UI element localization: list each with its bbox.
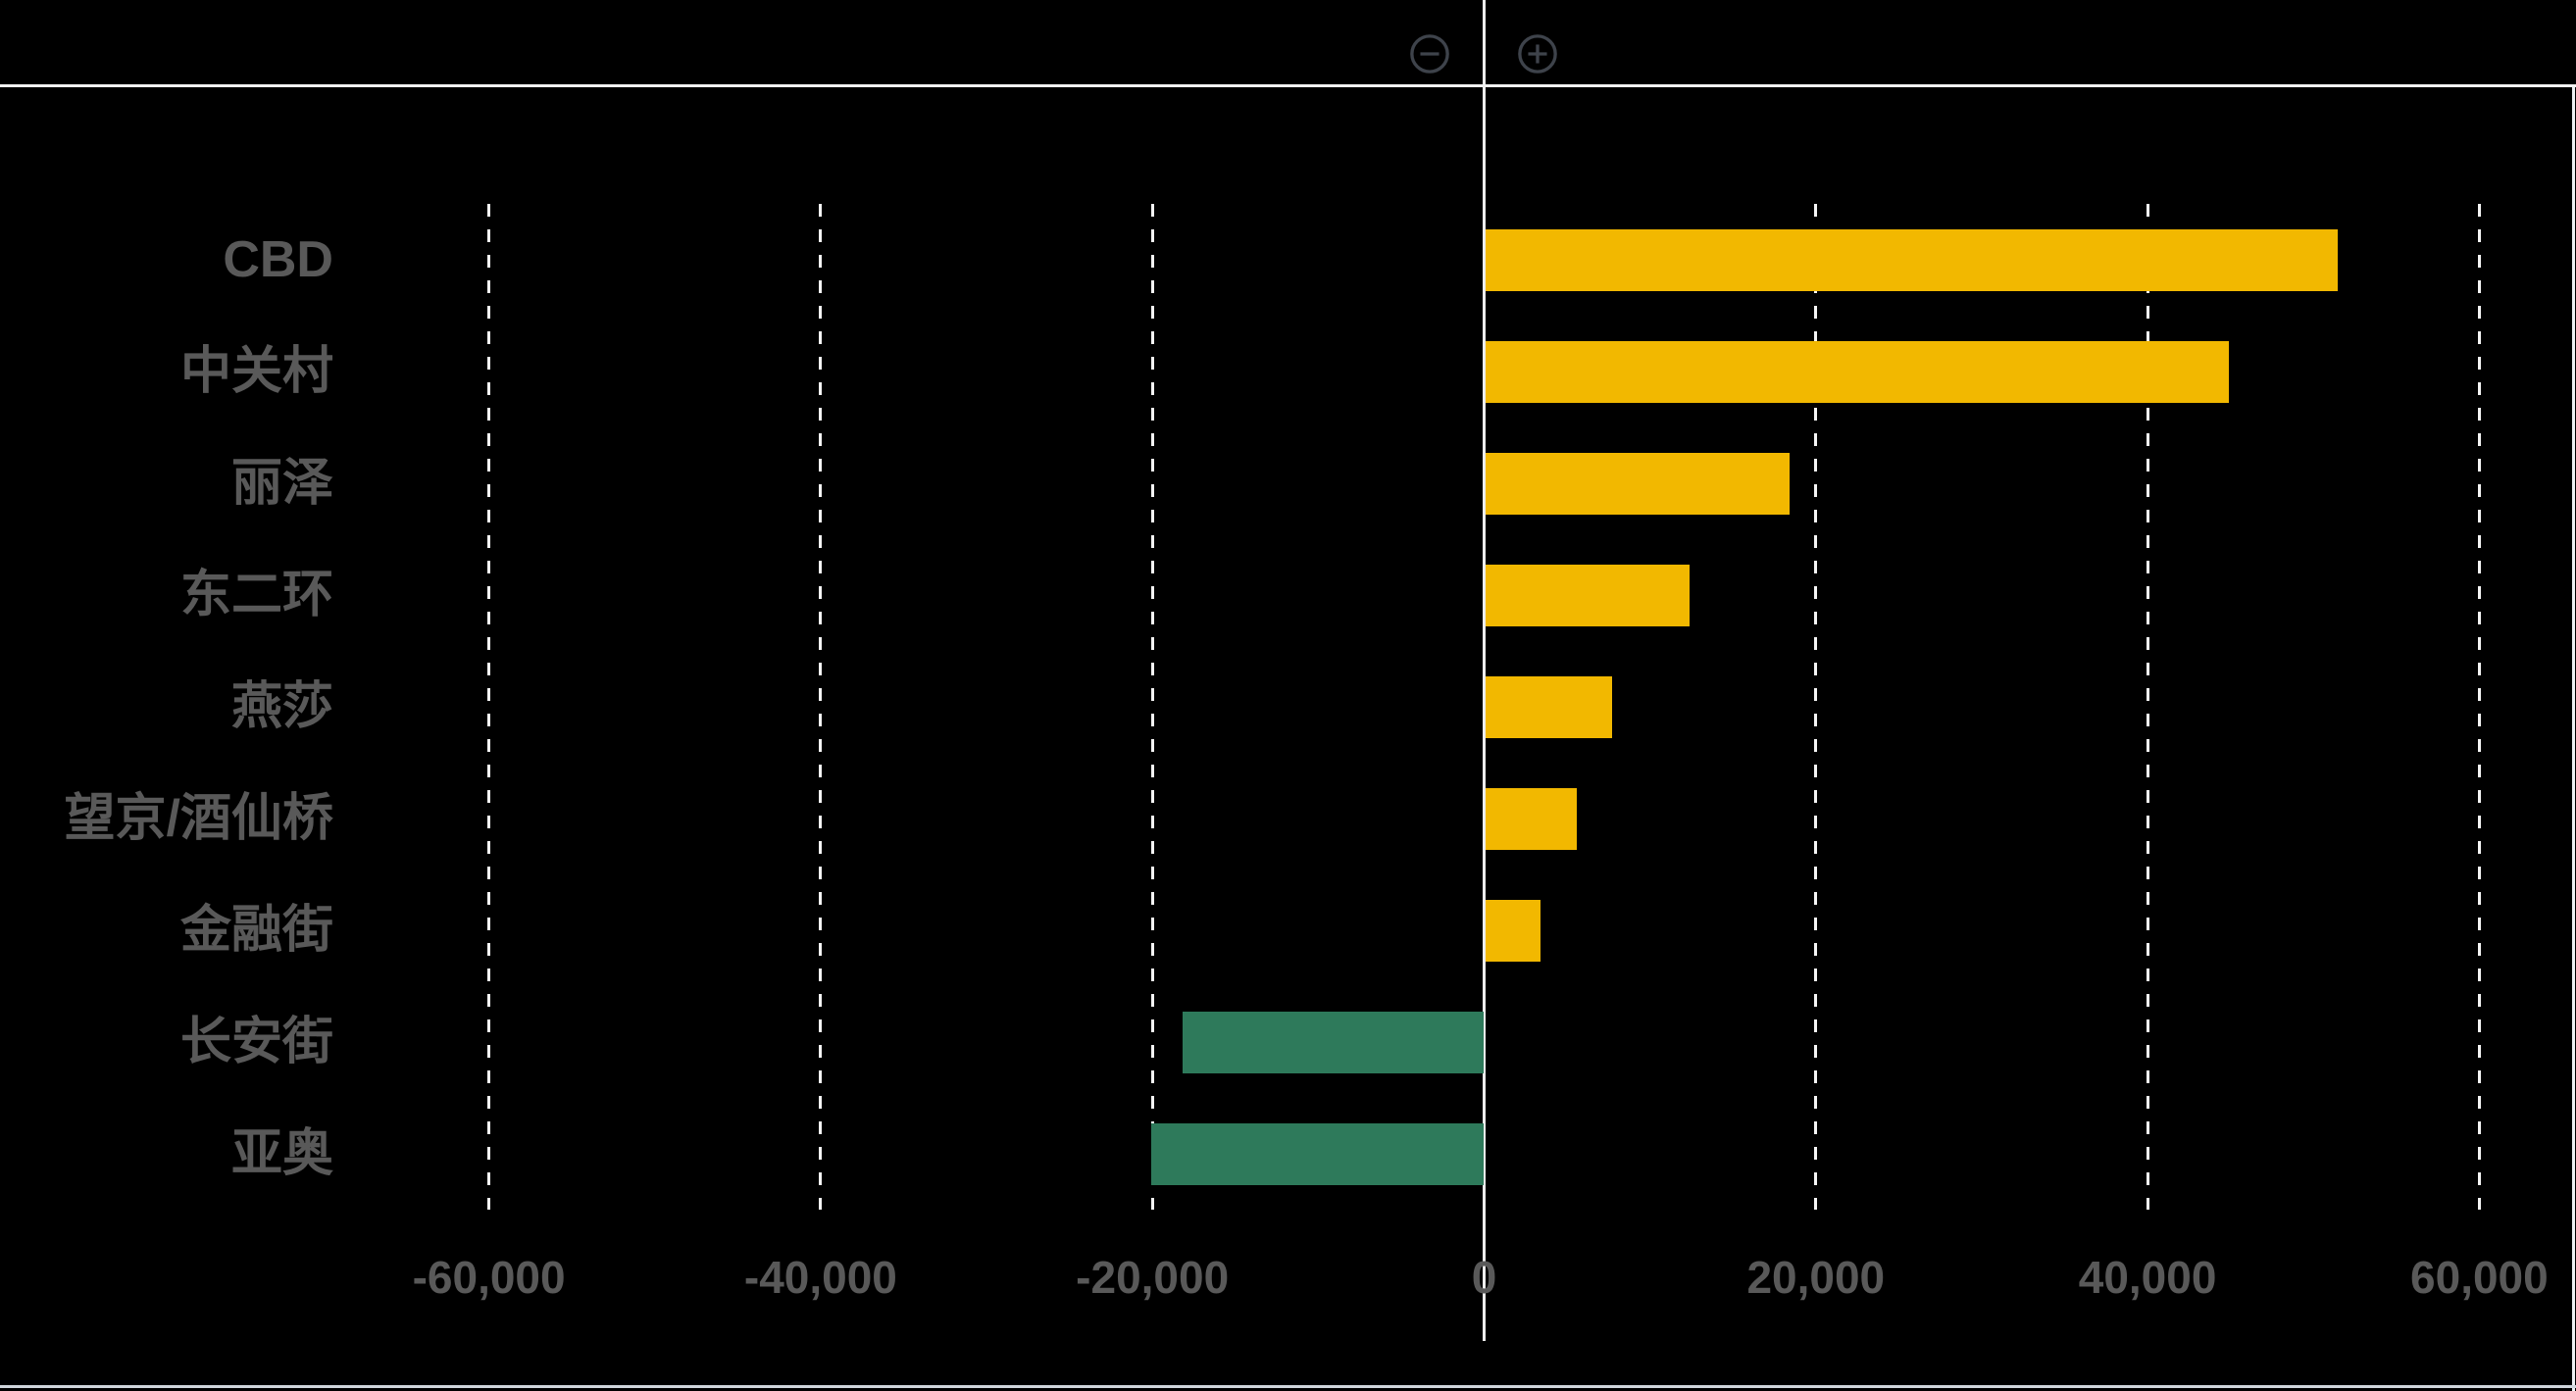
bar-丽泽[interactable]: [1486, 453, 1790, 515]
bar-中关村[interactable]: [1486, 341, 2229, 403]
x-tick-label: 0: [1471, 1252, 1497, 1303]
bar-望京/酒仙桥[interactable]: [1486, 788, 1578, 850]
category-label: 长安街: [179, 1014, 333, 1070]
toolbar: [0, 0, 2576, 86]
bar-金融街[interactable]: [1486, 900, 1541, 962]
gridline: [1814, 204, 1818, 1210]
zoom-in-button[interactable]: [1517, 33, 1558, 75]
gridline: [2477, 204, 2481, 1210]
category-label: CBD: [223, 231, 333, 288]
x-tick-label: 40,000: [2078, 1252, 2217, 1303]
category-label: 亚奥: [230, 1125, 333, 1182]
gridline: [819, 204, 823, 1210]
panel-border-right: [2572, 86, 2575, 1391]
bar-CBD[interactable]: [1486, 229, 2339, 291]
gridline: [1150, 204, 1154, 1210]
category-label: 金融街: [179, 902, 333, 959]
category-label: 燕莎: [230, 678, 333, 735]
gridline: [2146, 204, 2149, 1210]
x-tick-label: -40,000: [743, 1252, 897, 1303]
gridline: [487, 204, 491, 1210]
header-divider: [0, 84, 2576, 87]
bar-亚奥[interactable]: [1150, 1123, 1485, 1185]
x-tick-label: -60,000: [412, 1252, 566, 1303]
category-label: 中关村: [179, 343, 333, 400]
bar-长安街[interactable]: [1182, 1012, 1485, 1073]
x-tick-label: 60,000: [2410, 1252, 2549, 1303]
zoom-out-button[interactable]: [1409, 33, 1450, 75]
category-label: 望京/酒仙桥: [64, 790, 333, 847]
bar-东二环[interactable]: [1486, 565, 1691, 626]
circle-minus-icon: [1410, 34, 1449, 74]
panel-border-bottom: [0, 1385, 2576, 1388]
bar-燕莎[interactable]: [1486, 676, 1612, 738]
circle-plus-icon: [1518, 34, 1557, 74]
x-tick-label: -20,000: [1076, 1252, 1230, 1303]
zero-axis-line: [1483, 0, 1486, 1341]
category-label: 东二环: [179, 567, 333, 623]
x-tick-label: 20,000: [1746, 1252, 1886, 1303]
category-label: 丽泽: [230, 455, 333, 512]
